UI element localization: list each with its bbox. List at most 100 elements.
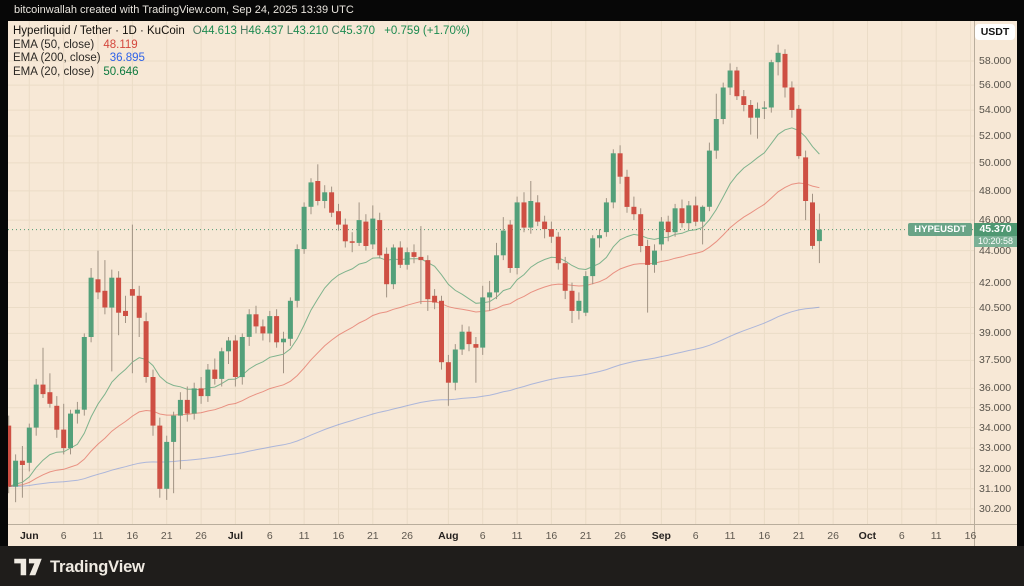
candle bbox=[548, 221, 554, 243]
candle bbox=[40, 347, 46, 398]
candle bbox=[116, 271, 122, 336]
ohlc-value: 43.210 bbox=[293, 25, 332, 37]
candle bbox=[212, 358, 218, 385]
candle bbox=[665, 215, 671, 242]
candle bbox=[418, 226, 424, 305]
candle bbox=[164, 435, 170, 500]
candle bbox=[177, 392, 183, 470]
candle bbox=[473, 337, 479, 383]
tradingview-logo[interactable]: TradingView bbox=[13, 556, 145, 578]
candle bbox=[727, 63, 733, 95]
last-price-axis-label: 45.370 10:20:58 bbox=[974, 222, 1017, 247]
candle bbox=[294, 244, 300, 308]
candle bbox=[404, 247, 410, 270]
candle bbox=[191, 382, 197, 420]
candle bbox=[658, 217, 664, 251]
candle bbox=[47, 373, 53, 408]
candle bbox=[322, 185, 328, 209]
ema-50-line bbox=[8, 182, 820, 488]
candle bbox=[81, 333, 87, 416]
price-axis-tick: 52.000 bbox=[979, 129, 1012, 142]
legend-symbol-row[interactable]: Hyperliquid / Tether · 1D · KuCoin O44.61… bbox=[13, 25, 470, 39]
candle bbox=[13, 454, 19, 503]
grid-layer bbox=[8, 21, 974, 524]
candle bbox=[274, 309, 280, 348]
time-axis-day-tick: 11 bbox=[511, 530, 523, 542]
candle bbox=[610, 149, 616, 209]
candle bbox=[693, 196, 699, 227]
candle bbox=[445, 354, 451, 406]
indicator-name: EMA (20, close) bbox=[13, 65, 95, 78]
indicator-value: 36.895 bbox=[109, 52, 145, 64]
candle bbox=[720, 82, 726, 125]
candle bbox=[706, 142, 712, 212]
candle bbox=[679, 199, 685, 228]
candle bbox=[26, 423, 32, 472]
price-axis-tick: 39.000 bbox=[979, 327, 1012, 340]
time-axis-month-tick: Sep bbox=[651, 530, 671, 542]
price-axis-tick: 37.500 bbox=[979, 354, 1012, 367]
candle bbox=[713, 93, 719, 159]
candle bbox=[576, 292, 582, 320]
candle bbox=[384, 247, 390, 298]
price-axis-tick: 30.200 bbox=[979, 502, 1012, 515]
indicator-name: EMA (50, close) bbox=[13, 38, 95, 51]
price-axis-tick: 48.000 bbox=[979, 184, 1012, 197]
ohlc-letter: C bbox=[331, 25, 340, 37]
time-axis-day-tick: 16 bbox=[332, 530, 345, 542]
price-axis-tick: 42.000 bbox=[979, 276, 1012, 289]
candle bbox=[260, 319, 266, 341]
candle bbox=[617, 145, 623, 184]
candle bbox=[672, 203, 678, 237]
time-axis-day-tick: 11 bbox=[92, 530, 104, 542]
candle bbox=[356, 202, 362, 246]
legend-indicator-row-ema20[interactable]: EMA (20, close) 50.646 bbox=[13, 66, 470, 80]
candle bbox=[652, 244, 657, 273]
candlestick-chart[interactable] bbox=[8, 21, 1017, 546]
price-axis-tick: 35.000 bbox=[979, 401, 1012, 414]
candle bbox=[439, 295, 444, 370]
candle bbox=[487, 280, 493, 311]
candle bbox=[390, 244, 396, 290]
bar-countdown-timer: 10:20:58 bbox=[974, 235, 1017, 247]
candle bbox=[452, 344, 458, 391]
time-axis-day-tick: 21 bbox=[792, 530, 805, 542]
candle bbox=[129, 224, 135, 374]
chart-legend[interactable]: Hyperliquid / Tether · 1D · KuCoin O44.61… bbox=[13, 25, 470, 79]
time-axis-day-tick: 16 bbox=[126, 530, 139, 542]
candle bbox=[342, 218, 348, 248]
candle bbox=[74, 401, 80, 424]
candle bbox=[631, 196, 637, 221]
candle bbox=[761, 101, 767, 119]
time-axis-day-tick: 6 bbox=[266, 530, 273, 542]
candle bbox=[198, 377, 204, 404]
time-axis-day-tick: 11 bbox=[930, 530, 942, 542]
candle bbox=[459, 324, 465, 355]
legend-indicator-row-ema200[interactable]: EMA (200, close) 36.895 bbox=[13, 52, 470, 66]
currency-toggle-button[interactable]: USDT bbox=[975, 24, 1015, 40]
candle bbox=[267, 310, 273, 343]
candle bbox=[308, 178, 314, 215]
candle bbox=[500, 217, 506, 261]
candle bbox=[363, 214, 369, 251]
time-axis-day-tick: 16 bbox=[545, 530, 558, 542]
candle bbox=[466, 326, 472, 352]
candle bbox=[397, 241, 403, 268]
legend-indicator-row-ema50[interactable]: EMA (50, close) 48.119 bbox=[13, 39, 470, 53]
candle bbox=[810, 193, 815, 250]
candle bbox=[54, 396, 60, 438]
price-axis-tick: 44.000 bbox=[979, 244, 1012, 257]
candle bbox=[19, 446, 25, 498]
indicator-value: 50.646 bbox=[103, 65, 139, 78]
price-axis-tick: 58.000 bbox=[979, 55, 1012, 67]
candle bbox=[700, 205, 706, 245]
candle bbox=[768, 59, 774, 113]
chart-pane[interactable] bbox=[8, 21, 1017, 546]
candle bbox=[507, 220, 513, 273]
candle bbox=[61, 403, 67, 455]
candle bbox=[803, 150, 809, 221]
time-axis-day-tick: 21 bbox=[579, 530, 592, 542]
candle bbox=[597, 229, 602, 248]
candle bbox=[562, 256, 568, 300]
